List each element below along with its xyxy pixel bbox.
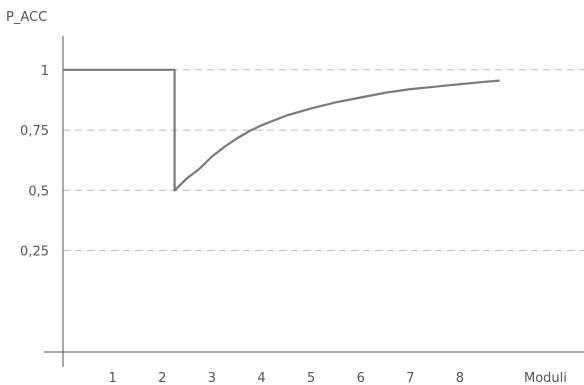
y-tick-label: 0,5 (28, 184, 49, 199)
x-tick-label: 8 (456, 371, 464, 385)
x-tick-labels: 1 2 3 4 5 6 7 8 (108, 371, 464, 385)
series-layer (63, 68, 500, 192)
x-tick-label: 3 (208, 371, 216, 385)
x-tick-label: 7 (406, 371, 414, 385)
y-tick-label: 0,25 (20, 245, 49, 260)
x-axis-title: Moduli (524, 371, 567, 385)
y-axis-title: P_ACC (6, 10, 47, 25)
axes (44, 36, 584, 367)
x-tick-label: 4 (257, 371, 265, 385)
grid-lines (63, 69, 584, 252)
x-tick-label: 5 (307, 371, 315, 385)
y-tick-label: 1 (41, 64, 49, 79)
x-tick-label: 6 (357, 371, 365, 385)
y-tick-labels: 0,25 0,5 0,75 1 (20, 64, 49, 260)
series-line (63, 68, 500, 192)
x-tick-label: 1 (108, 371, 116, 385)
y-tick-label: 0,75 (20, 124, 49, 139)
x-tick-label: 2 (158, 371, 166, 385)
